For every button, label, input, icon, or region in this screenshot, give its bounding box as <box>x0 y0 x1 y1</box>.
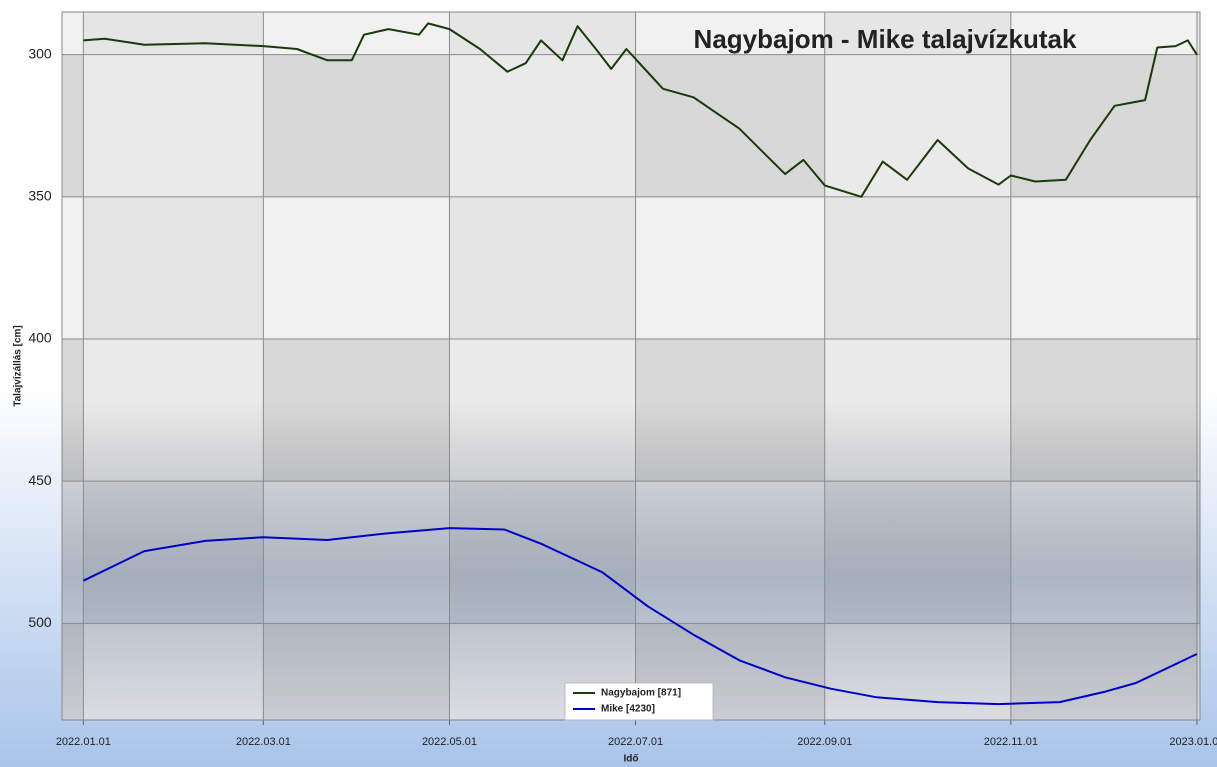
y-tick-label: 450 <box>28 472 52 488</box>
x-tick-label: 2022.07.01 <box>608 736 663 748</box>
x-tick-label: 2022.09.01 <box>797 736 852 748</box>
x-tick-label: 2022.11.01 <box>984 736 1038 748</box>
y-tick-label: 400 <box>28 330 52 346</box>
x-tick-label: 2022.03.01 <box>236 736 291 748</box>
x-tick-label: 2022.01.01 <box>56 736 111 748</box>
x-tick-label: 2023.01.01 <box>1169 736 1217 748</box>
plot-shade <box>62 12 1200 720</box>
legend: Nagybajom [871] Mike [4230] <box>564 682 714 721</box>
y-tick-label: 300 <box>28 45 52 61</box>
x-tick-label: 2022.05.01 <box>422 736 477 748</box>
x-axis-label: Idő <box>624 754 639 765</box>
series-line <box>82 527 1198 706</box>
y-tick-label: 350 <box>28 188 52 204</box>
y-tick-label: 500 <box>28 614 52 630</box>
legend-label: Nagybajom [871] <box>601 688 681 699</box>
y-axis-label: Talajvízállás [cm] <box>13 325 24 407</box>
legend-box <box>564 682 714 721</box>
chart-title: Nagybajom - Mike talajvízkutak <box>694 24 1077 54</box>
series-line <box>83 22 1198 198</box>
legend-label: Mike [4230] <box>601 704 655 715</box>
